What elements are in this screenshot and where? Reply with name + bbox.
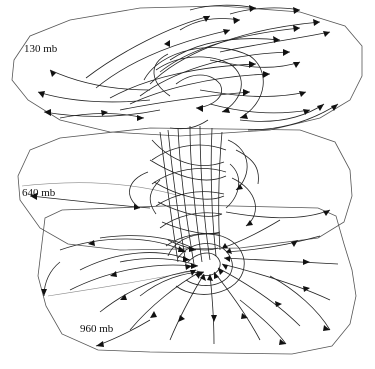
hidden-edge xyxy=(47,269,199,297)
plane-960mb xyxy=(37,204,357,355)
upper-outflow-streamlines xyxy=(37,4,339,131)
vortex-core xyxy=(29,125,331,265)
label-130mb: 130 mb xyxy=(24,43,58,55)
label-960mb: 960 mb xyxy=(80,323,114,335)
plane-130mb xyxy=(11,5,363,137)
hidden-edge xyxy=(21,182,181,197)
pressure-planes xyxy=(11,5,363,355)
flow-arrowheads xyxy=(30,5,338,347)
plane-640mb xyxy=(17,127,353,251)
level-labels: 130 mb 640 mb 960 mb xyxy=(22,43,114,335)
label-640mb: 640 mb xyxy=(22,187,56,199)
